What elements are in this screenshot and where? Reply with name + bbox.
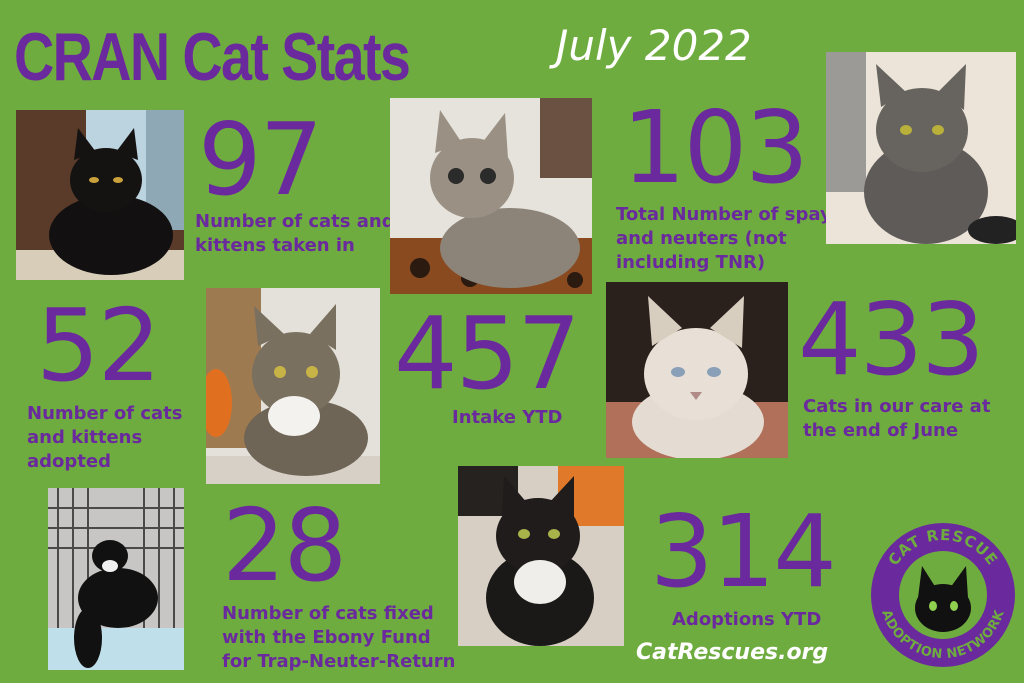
tabby-white-cat-photo (206, 288, 380, 484)
stat-number-spays-neuters: 103 (622, 89, 809, 206)
tuxedo-cat-in-trap-photo (48, 488, 184, 670)
website-link[interactable]: CatRescues.org (636, 640, 829, 665)
stat-label-spays-neuters: Total Number of spays and neuters (not i… (616, 204, 843, 273)
black-cat-photo (16, 110, 184, 280)
gray-longhair-cat-photo (826, 52, 1016, 244)
stat-label-ebony-fund: Number of cats fixed with the Ebony Fund… (222, 603, 456, 672)
black-white-longhair-cat-photo (458, 466, 624, 646)
stat-label-intake-ytd: Intake YTD (452, 407, 563, 428)
stat-number-ebony-fund: 28 (222, 487, 347, 604)
page-title: CRAN Cat Stats (14, 19, 411, 95)
stat-number-cats-taken-in: 97 (198, 101, 323, 218)
stat-number-in-care: 433 (798, 281, 985, 398)
siamese-lynx-cat-photo (606, 282, 788, 458)
stat-label-adopted: Number of cats and kittens adopted (27, 403, 183, 472)
report-date: July 2022 (556, 21, 752, 70)
stat-number-adoptions-ytd: 314 (650, 493, 837, 610)
stat-label-cats-taken-in: Number of cats and kittens taken in (195, 211, 395, 256)
tabby-kitten-photo (390, 98, 592, 294)
stat-label-in-care: Cats in our care at the end of June (803, 396, 991, 441)
stat-number-intake-ytd: 457 (394, 295, 581, 412)
cat-rescue-adoption-network-logo: CAT RESCUE ADOPTION NETWORK (868, 520, 1018, 670)
stat-label-adoptions-ytd: Adoptions YTD (672, 609, 822, 630)
stat-number-adopted: 52 (36, 287, 161, 404)
